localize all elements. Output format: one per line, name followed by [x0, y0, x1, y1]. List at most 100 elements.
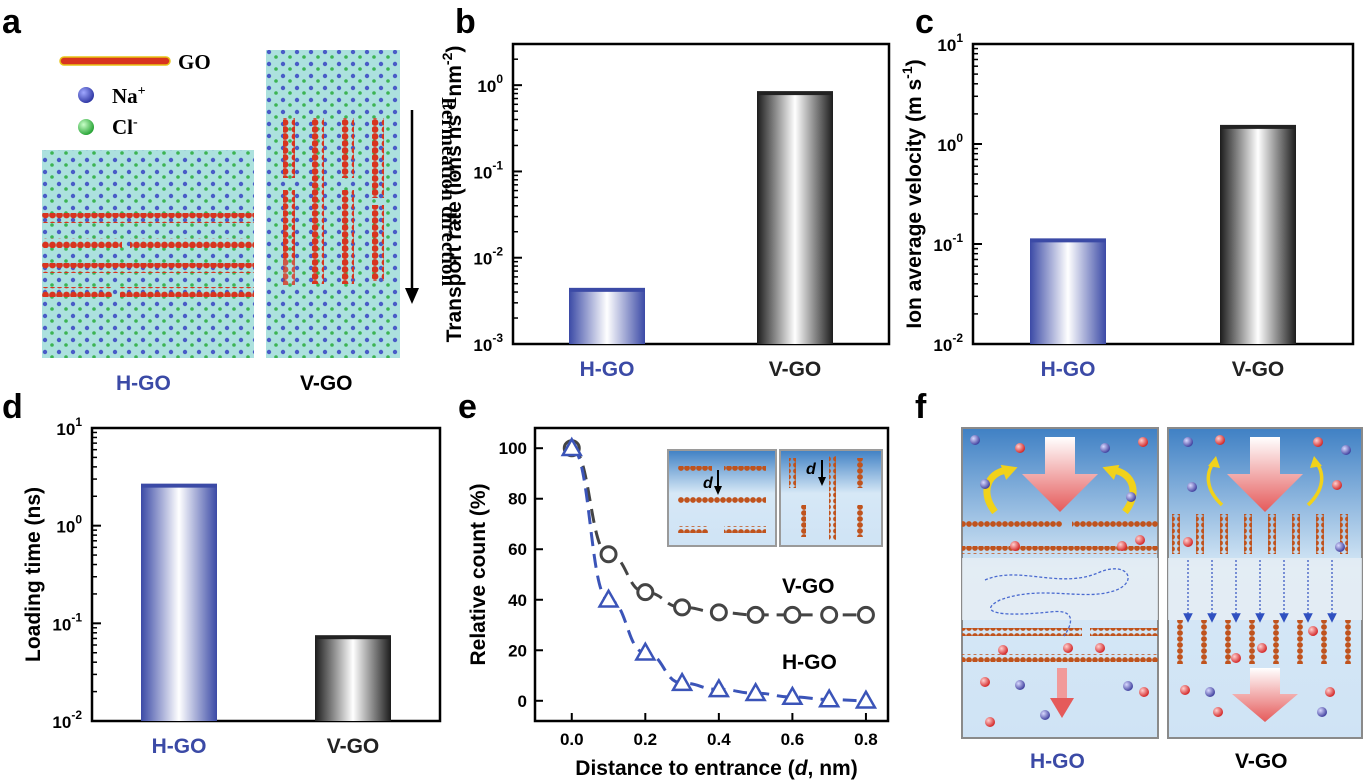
y-tick-label: 100 [477, 72, 503, 96]
point-h-go [854, 689, 878, 709]
y-axis-label: Loading time (ns) [22, 487, 45, 662]
panel-label-f: f [915, 388, 927, 426]
bar-v-go [315, 636, 391, 721]
y-tick-label: 10-1 [933, 231, 963, 255]
x-category-label: V-GO [1232, 358, 1285, 381]
y-tick-label: 101 [937, 31, 963, 55]
legend-na-charge: + [138, 84, 146, 99]
inset-label-d-vertical: d [806, 461, 817, 478]
x-axis-label: Distance to entrance (d, nm) [575, 757, 857, 780]
x-category-label: H-GO [152, 735, 207, 758]
x-tick-label: 0.4 [707, 730, 731, 749]
y-axis-label: Transport rate (ions ns-1 nm-2) [439, 46, 466, 343]
schematic-h-go [961, 427, 1159, 739]
x-tick-label: 0.8 [854, 730, 878, 749]
bar-cap [315, 635, 391, 640]
x-category-label: H-GO [1041, 358, 1096, 381]
legend-na-label: Na [112, 84, 138, 108]
legend-go-label: GO [178, 50, 211, 74]
legend-cl: Cl- [78, 115, 138, 139]
panel-label-a: a [2, 3, 22, 41]
panel-label-b: b [455, 3, 476, 41]
panel-e-inset: d d [667, 449, 883, 547]
panel-f-schematic: H-GO V-GO [961, 427, 1363, 773]
point-h-go [707, 677, 731, 698]
series-label-h-go: H-GO [782, 651, 837, 674]
y-tick-label: 10-2 [473, 245, 503, 269]
point-h-go [744, 681, 767, 702]
x-category-label: V-GO [327, 735, 380, 758]
chart-d-loading-time: 10-2 10-1 100 101 H-GO V-GO Loading time (ns) [22, 415, 442, 758]
bar-h-go [141, 485, 217, 721]
legend-go: GO [59, 50, 211, 74]
point-v-go [709, 603, 728, 622]
legend-na: Na+ [78, 84, 146, 108]
y-tick-label: 40 [508, 591, 527, 610]
x-tick-label: 0.6 [781, 730, 805, 749]
y-tick-label: 10-3 [473, 331, 503, 355]
x-category-label: V-GO [769, 358, 822, 381]
series-label-v-go: V-GO [782, 575, 835, 598]
panel-label-c: c [915, 3, 934, 41]
permeation-direction-label: Permeation direction [437, 97, 461, 286]
chart-e-relative-count: 0 20 40 60 80 100 0.0 0.2 0.4 0.6 0.8 V-GO H-GO Relat… [467, 426, 890, 780]
inset-label-d-horizontal: d [703, 475, 714, 492]
y-tick-label: 10-1 [52, 610, 82, 634]
y-tick-label: 100 [499, 439, 527, 458]
x-category-label: H-GO [580, 358, 635, 381]
bar-v-go [1220, 126, 1296, 345]
y-tick-label: 100 [56, 513, 82, 537]
bar-h-go [569, 289, 645, 344]
svg-text:Cl-: Cl- [112, 115, 138, 139]
y-tick-label: 100 [937, 131, 963, 155]
point-v-go [673, 598, 692, 617]
point-h-go [670, 671, 694, 692]
point-v-go [636, 583, 655, 602]
point-h-go [781, 685, 804, 706]
point-h-go [634, 641, 657, 661]
bar-cap [569, 287, 645, 292]
panel-label-e: e [458, 388, 477, 426]
y-tick-label: 101 [56, 415, 82, 439]
point-v-go [599, 545, 618, 564]
panel-a-label-h-go: H-GO [116, 372, 171, 395]
schematic-v-go [1167, 427, 1363, 739]
y-axis-label: Ion average velocity (m s-1) [899, 59, 926, 328]
y-tick-label: 10-2 [933, 331, 963, 355]
y-tick-label: 60 [508, 540, 527, 559]
y-tick-label: 0 [518, 692, 527, 711]
panel-a-label-v-go: V-GO [300, 372, 353, 395]
bar-h-go [1030, 239, 1106, 344]
bar-cap [141, 483, 217, 488]
bar-cap [1030, 238, 1106, 243]
panel-f-label-h-go: H-GO [1030, 750, 1085, 773]
plot-frame [533, 426, 890, 723]
permeation-arrow [405, 110, 419, 304]
point-v-go [783, 605, 802, 624]
point-h-go [818, 688, 841, 708]
plot-frame [90, 426, 442, 723]
point-h-go [560, 436, 583, 457]
bar-cap [757, 91, 833, 96]
v-go-simulation-box [266, 50, 400, 358]
legend-cl-charge: - [133, 115, 138, 130]
panel-f-label-v-go: V-GO [1235, 750, 1288, 773]
plot-frame [971, 42, 1355, 346]
y-tick-label: 80 [508, 490, 527, 509]
plot-frame [511, 42, 891, 346]
bar-v-go [757, 92, 833, 344]
bar-cap [1220, 124, 1296, 129]
point-v-go [820, 605, 839, 624]
panel-label-d: d [2, 388, 23, 426]
svg-text:Na+: Na+ [112, 84, 146, 108]
x-tick-label: 0.0 [560, 730, 584, 749]
panel-a-illustration: GO Na+ Cl- [42, 50, 461, 395]
legend-cl-label: Cl [112, 115, 133, 139]
point-h-go [597, 588, 620, 608]
h-go-simulation-box [42, 150, 254, 358]
chart-b-transport-rate: 10-3 10-2 10-1 100 H-GO V-GO Transport rate (i… [439, 42, 891, 381]
y-axis-label: Relative count (%) [467, 483, 490, 665]
y-tick-label: 10-1 [473, 158, 503, 182]
y-tick-label: 10-2 [52, 708, 82, 732]
